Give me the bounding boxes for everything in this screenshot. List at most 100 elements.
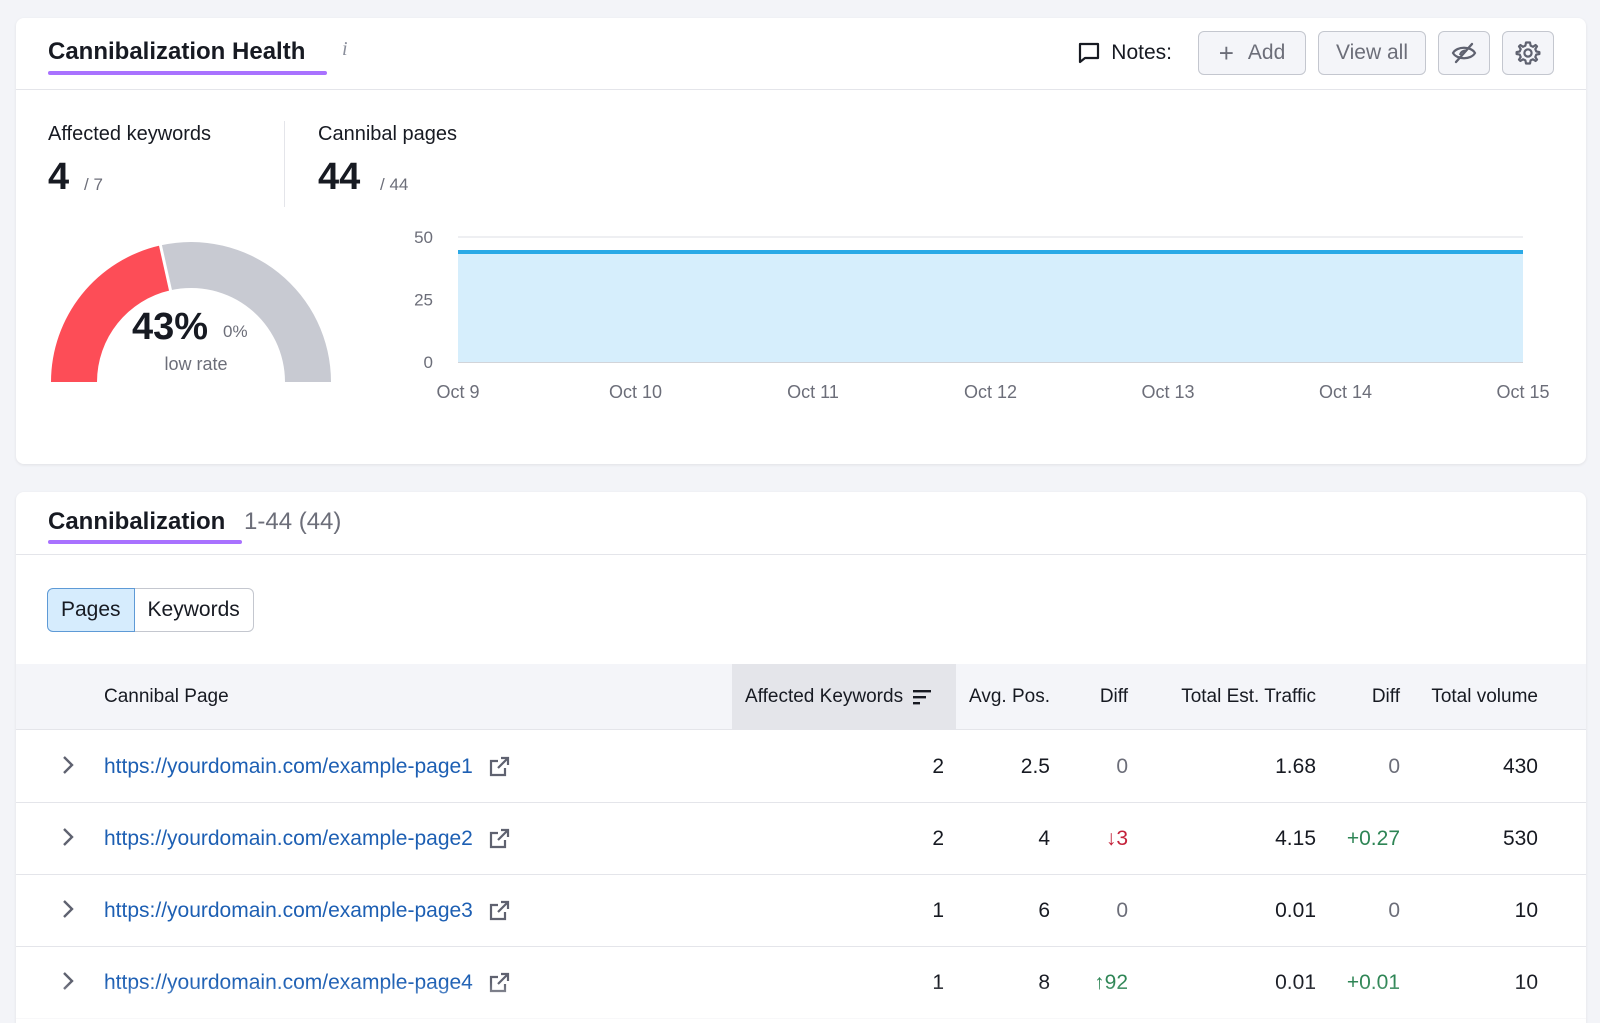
cannibal-pages-label: Cannibal pages [318,123,457,145]
health-card-header: Cannibalization Health i Notes: + Add Vi… [16,18,1586,90]
row-page-cell: https://yourdomain.com/example-page4 [104,947,511,1019]
col-avg-pos[interactable]: Avg. Pos. [969,686,1050,707]
chevron-right-icon[interactable] [58,897,78,921]
notes-label: Notes: [1111,41,1172,64]
table-row[interactable]: https://yourdomain.com/example-page3 1 6… [16,875,1586,947]
cannibal-pages-value: 44 [318,156,361,198]
title-underline [48,71,327,75]
plus-icon: + [1218,38,1234,68]
affected-keywords-cell[interactable]: 1 [932,971,944,994]
gauge-percent: 43% [132,306,209,348]
row-page-cell: https://yourdomain.com/example-page1 [104,731,511,803]
col-diff[interactable]: Diff [1099,686,1128,707]
hide-notes-button[interactable] [1438,31,1490,75]
chevron-right-icon[interactable] [58,825,78,849]
sort-desc-icon [913,690,932,705]
diff-cell: ↑92 [1094,971,1128,994]
page-url-link[interactable]: https://yourdomain.com/example-page3 [104,899,473,922]
table-row[interactable]: https://yourdomain.com/example-page1 2 2… [16,731,1586,803]
x-tick-label: Oct 14 [1319,382,1372,402]
affected-keywords-cell[interactable]: 1 [932,899,944,922]
cannibalization-card: Cannibalization 1-44 (44) Pages Keywords… [16,492,1586,1023]
traffic-cell: 0.01 [1275,899,1316,922]
volume-cell: 430 [1502,755,1538,778]
avg-pos-cell: 4 [1038,827,1050,850]
diff-cell: 0 [1116,899,1128,922]
x-tick-label: Oct 13 [1141,382,1194,402]
col-affected-keywords[interactable]: Affected Keywords [732,664,956,730]
external-link-icon[interactable] [487,971,511,995]
volume-cell: 530 [1502,827,1538,850]
comment-icon [1079,42,1100,64]
metric-divider [284,121,285,207]
cannibalization-rate-gauge [51,242,331,382]
affected-keywords-cell[interactable]: 2 [932,827,944,850]
col-traffic-diff[interactable]: Diff [1371,686,1400,707]
health-title: Cannibalization Health [48,38,306,65]
info-icon[interactable]: i [342,38,348,60]
header-divider [16,554,1586,555]
col-total-traffic[interactable]: Total Est. Traffic [1181,686,1316,707]
gauge-rest-arc [160,242,331,382]
notes-toolbar: Notes: + Add View all [1077,31,1554,75]
external-link-icon[interactable] [487,827,511,851]
x-tick-label: Oct 15 [1496,382,1549,402]
traffic-diff-cell: +0.01 [1346,971,1400,994]
traffic-diff-cell: +0.27 [1346,827,1400,850]
cannibalization-title: Cannibalization [48,508,226,535]
page-url-link[interactable]: https://yourdomain.com/example-page2 [104,827,473,850]
series-area [458,252,1523,362]
avg-pos-cell: 2.5 [1020,755,1050,778]
diff-cell: 0 [1116,755,1128,778]
row-page-cell: https://yourdomain.com/example-page3 [104,875,511,947]
chevron-right-icon[interactable] [58,753,78,777]
col-cannibal-page[interactable]: Cannibal Page [104,686,229,707]
page-url-link[interactable]: https://yourdomain.com/example-page4 [104,971,473,994]
add-note-label: Add [1247,41,1286,64]
affected-keywords-label: Affected keywords [48,123,212,145]
avg-pos-cell: 8 [1038,971,1050,994]
traffic-cell: 1.68 [1275,755,1316,778]
gauge-caption: low rate [164,354,228,374]
traffic-cell: 4.15 [1275,827,1316,850]
x-tick-label: Oct 10 [609,382,662,402]
settings-button[interactable] [1502,31,1554,75]
volume-cell: 10 [1514,899,1538,922]
add-note-button[interactable]: + Add [1198,31,1306,75]
view-all-notes-button[interactable]: View all [1318,31,1426,75]
chevron-right-icon[interactable] [58,969,78,993]
title-underline [48,540,242,544]
external-link-icon[interactable] [487,755,511,779]
table-row[interactable]: https://yourdomain.com/example-page4 1 8… [16,947,1586,1019]
table-row[interactable]: https://yourdomain.com/example-page2 2 4… [16,803,1586,875]
affected-keywords-value: 4 [48,156,70,198]
tab-keywords[interactable]: Keywords [134,588,254,632]
row-page-cell: https://yourdomain.com/example-page2 [104,803,511,875]
avg-pos-cell: 6 [1038,899,1050,922]
x-tick-label: Oct 11 [787,382,839,402]
page-url-link[interactable]: https://yourdomain.com/example-page1 [104,755,473,778]
col-total-volume[interactable]: Total volume [1431,686,1538,707]
x-tick-label: Oct 9 [436,382,479,402]
eye-off-icon [1451,42,1477,64]
affected-keywords-cell[interactable]: 2 [932,755,944,778]
view-toggle: Pages Keywords [47,588,254,632]
external-link-icon[interactable] [487,899,511,923]
traffic-diff-cell: 0 [1388,755,1400,778]
tab-pages[interactable]: Pages [47,588,135,632]
volume-cell: 10 [1514,971,1538,994]
col-affected-keywords-label: Affected Keywords [745,686,904,707]
y-tick-label: 25 [414,291,433,310]
gauge-active-arc [51,245,171,382]
cannibal-pages-trend-chart: 0 25 50 Oct 9 Oct 10 Oct 11 Oct 12 Oct 13 Oct 14… [414,228,1549,402]
traffic-diff-cell: 0 [1388,899,1400,922]
gauge-diff: 0% [223,322,248,341]
y-tick-label: 0 [424,353,433,372]
gear-icon [1515,41,1541,65]
traffic-cell: 0.01 [1275,971,1316,994]
cannibalization-health-card: Cannibalization Health i Notes: + Add Vi… [16,18,1586,464]
cannibalization-range: 1-44 (44) [244,508,342,535]
y-tick-label: 50 [414,228,433,247]
affected-keywords-total: / 7 [84,175,103,194]
cannibal-pages-total: / 44 [380,175,409,194]
